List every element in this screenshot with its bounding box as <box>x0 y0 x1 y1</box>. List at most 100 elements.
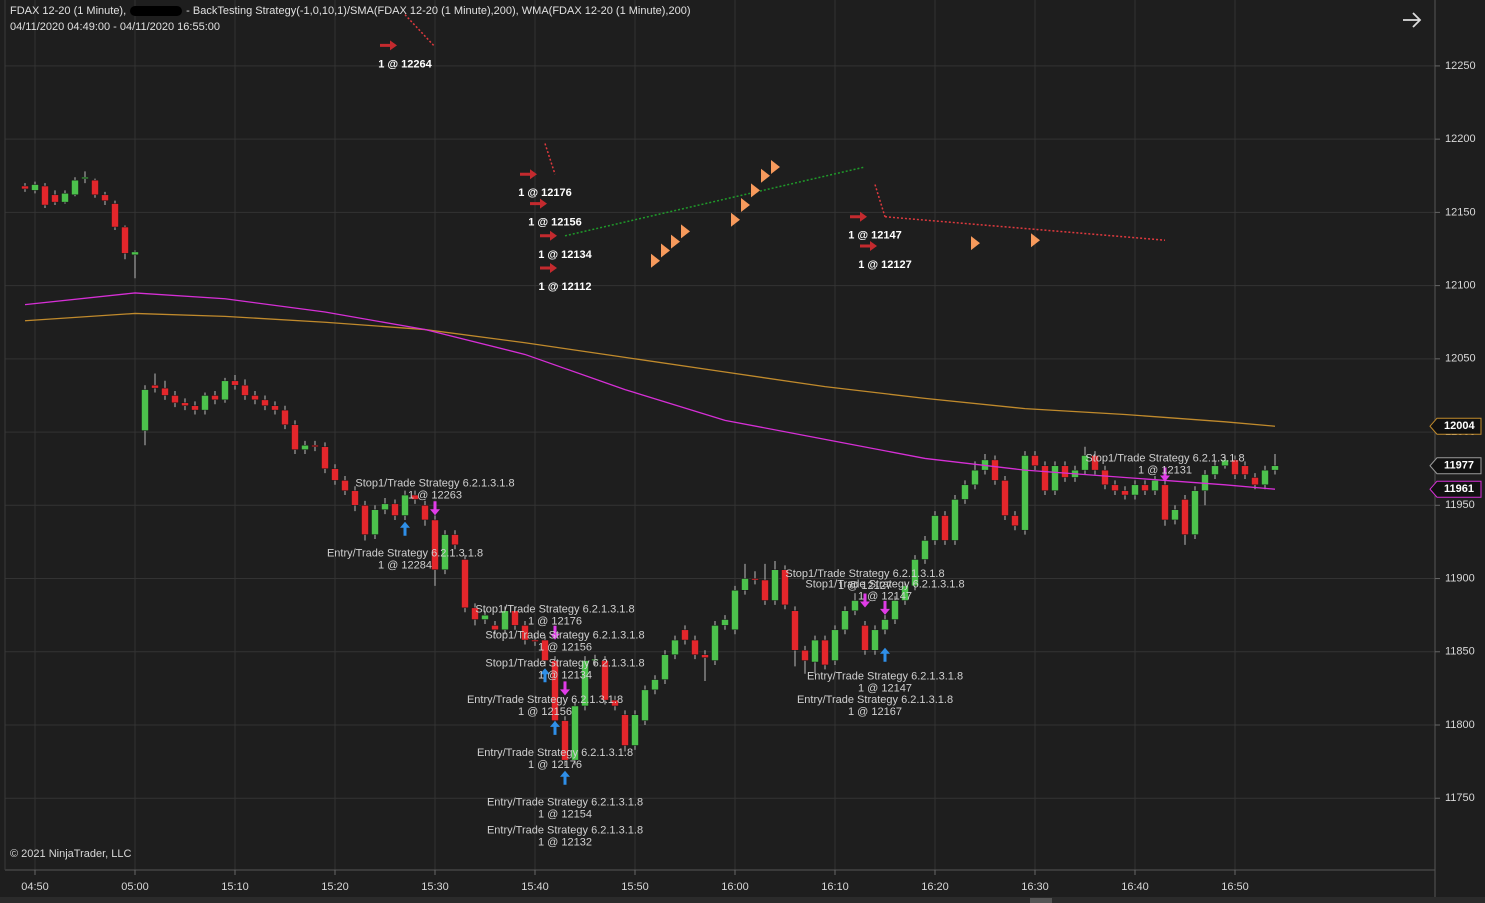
candle-body <box>371 509 379 535</box>
candle-body <box>851 600 859 612</box>
candle-body <box>1061 465 1069 478</box>
execution-label: Entry/Trade Strategy 6.2.1.3.1.8 <box>487 797 643 809</box>
execution-label: 1 @ 12176 <box>528 759 582 771</box>
candle-body <box>791 610 799 651</box>
trade-line <box>544 143 556 175</box>
candle-body <box>441 534 449 570</box>
candle-body <box>561 720 569 761</box>
candle-body <box>991 459 999 481</box>
candle-body <box>921 540 929 560</box>
candle-body <box>581 660 589 707</box>
y-tick-label: 11850 <box>1445 646 1475 658</box>
candle-body <box>551 660 559 721</box>
candle-body <box>1081 455 1089 471</box>
candle-body <box>971 469 979 486</box>
candle-body <box>1221 459 1229 467</box>
candle-body <box>541 639 549 661</box>
candle-body <box>161 387 169 396</box>
candle-body <box>771 569 779 601</box>
candle-body <box>831 629 839 661</box>
candle-body <box>731 590 739 631</box>
candle-body <box>571 705 579 761</box>
price-marker <box>1429 457 1482 475</box>
expand-icon[interactable] <box>1403 12 1422 28</box>
entry-arrow <box>540 263 557 274</box>
candle-body <box>401 494 409 516</box>
fill-marker <box>651 253 660 268</box>
price-marker <box>1429 417 1482 435</box>
candle-body <box>211 395 219 401</box>
trade-line <box>404 14 436 48</box>
trade-label: 1 @ 12112 <box>539 281 592 293</box>
candle-body <box>1121 490 1129 496</box>
candle-body <box>661 654 669 680</box>
price-marker-label: 12004 <box>1444 420 1475 432</box>
candle-body <box>331 468 339 481</box>
candle-body <box>1131 484 1139 496</box>
candle-body <box>1241 465 1249 475</box>
candle-body <box>81 176 89 179</box>
candle-body <box>491 625 499 631</box>
title: FDAX 12-20 (1 Minute), <box>10 5 127 17</box>
candle-body <box>1261 469 1269 486</box>
candle-body <box>1211 465 1219 475</box>
candle-body <box>421 505 429 521</box>
scrollbar[interactable] <box>0 897 1485 903</box>
candle-body <box>411 494 419 500</box>
execution-label: Stop1/Trade Strategy 6.2.1.3.1.8 <box>485 658 644 670</box>
scrollbar-thumb[interactable] <box>1030 898 1052 903</box>
execution-label: 1 @ 12132 <box>538 837 592 849</box>
fill-marker <box>761 168 770 183</box>
candle-body <box>481 614 489 620</box>
execution-label: Stop1/Trade Strategy 6.2.1.3.1.8 <box>805 578 964 590</box>
candle-body <box>891 600 899 620</box>
entry-arrow <box>850 211 867 222</box>
candle-body <box>1161 484 1169 521</box>
candle-body <box>691 639 699 655</box>
price-marker-label: 11961 <box>1444 483 1474 495</box>
candle-body <box>761 579 769 601</box>
candle-body <box>1031 455 1039 467</box>
trade-label: 1 @ 12264 <box>378 58 432 70</box>
candle-body <box>41 185 49 206</box>
candle-body <box>391 503 399 516</box>
candle-body <box>181 402 189 406</box>
sell-arrow <box>1160 467 1170 482</box>
redaction <box>130 6 183 16</box>
entry-arrow <box>520 169 537 180</box>
trade-label: 1 @ 12134 <box>538 249 592 261</box>
candle-body <box>61 193 69 203</box>
y-tick-label: 11750 <box>1445 792 1475 804</box>
execution-label: 1 @ 12156 <box>538 642 592 654</box>
fill-marker <box>1031 233 1040 248</box>
execution-label: Stop1/Trade Strategy 6.2.1.3.1.8 <box>355 477 514 489</box>
candle-body <box>871 629 879 651</box>
execution-label: 1 @ 12167 <box>848 706 902 718</box>
candle-body <box>1051 465 1059 491</box>
execution-label: 1 @ 12156 <box>518 706 572 718</box>
fill-marker <box>671 234 680 249</box>
candle-body <box>1181 499 1189 535</box>
sell-arrow <box>430 501 440 516</box>
candle-body <box>1251 477 1259 486</box>
candle-body <box>131 251 139 256</box>
execution-label: Entry/Trade Strategy 6.2.1.3.1.8 <box>487 825 643 837</box>
subtitle: 04/11/2020 04:49:00 - 04/11/2020 16:55:0… <box>10 21 220 33</box>
candle-body <box>191 405 199 411</box>
candle-body <box>651 679 659 691</box>
candle-body <box>271 405 279 411</box>
x-tick-label: 15:30 <box>421 881 449 893</box>
candle-body <box>641 689 649 721</box>
trade-label: 1 @ 12147 <box>848 230 902 242</box>
y-tick-label: 11900 <box>1445 572 1475 584</box>
title-suffix: - BackTesting Strategy(-1,0,10,1)/SMA(FD… <box>186 5 691 17</box>
trade-label: 1 @ 12127 <box>858 259 912 271</box>
candle-body <box>1091 455 1099 471</box>
fill-marker <box>751 183 760 198</box>
candle-body <box>931 515 939 541</box>
fill-marker <box>971 236 980 251</box>
trade-line <box>884 216 1166 241</box>
candle-body <box>351 490 359 506</box>
